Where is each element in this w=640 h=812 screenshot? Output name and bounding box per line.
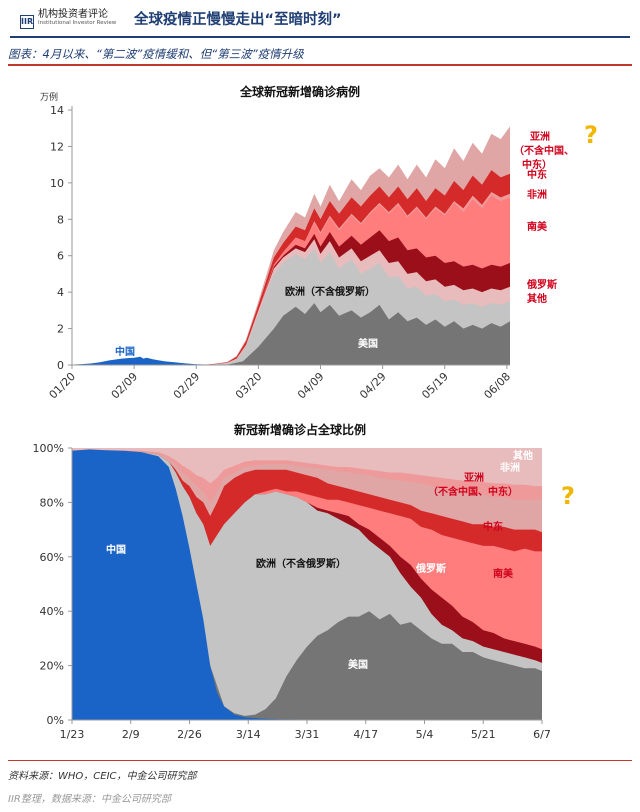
x-tick-label: 03/20	[233, 370, 265, 402]
question-mark-icon: ?	[561, 482, 575, 510]
y-tick-label: 6	[57, 250, 64, 263]
annotation-asia-note: （不含中国、中东）	[428, 485, 518, 498]
annotation-china: 中国	[106, 543, 126, 556]
annotation-russia: 俄罗斯	[526, 278, 557, 291]
x-tick-label: 5/4	[416, 728, 434, 741]
annotation-asia-note: （不含中国、	[514, 144, 574, 157]
annotation-asia: 亚洲	[464, 472, 484, 484]
x-tick-label: 4/17	[353, 728, 378, 741]
logo: IIR 机构投资者评论 Institutional Investor Revie…	[12, 3, 130, 33]
y-tick-label: 14	[50, 104, 64, 117]
annotation-usa: 美国	[348, 658, 368, 671]
x-tick-label: 04/29	[357, 370, 389, 402]
x-tick-label: 1/23	[60, 728, 85, 741]
area-中国	[72, 356, 259, 365]
annotation-europe: 欧洲（不含俄罗斯）	[285, 285, 375, 298]
y-tick-label: 10	[50, 177, 64, 190]
annotation-africa: 非洲	[500, 461, 520, 474]
page-title: 全球疫情正慢慢走出“至暗时刻”	[134, 12, 342, 28]
annotation-china: 中国	[115, 345, 135, 358]
figure-caption: 图表：4月以来、“第二波”疫情缓和、但“第三波”疫情升级	[8, 47, 304, 61]
annotation-other: 其他	[513, 449, 533, 462]
y-tick-label: 0%	[47, 714, 64, 727]
annotation-latam: 南美	[527, 220, 548, 233]
chart-title: 新冠新增确诊占全球比例	[234, 422, 366, 437]
x-tick-label: 5/21	[471, 728, 496, 741]
y-tick-label: 100%	[33, 442, 64, 455]
annotation-other: 其他	[527, 292, 547, 305]
x-tick-label: 02/29	[171, 370, 203, 402]
chart-title: 全球新冠新增确诊病例	[239, 84, 360, 99]
annotation-usa: 美国	[358, 337, 378, 350]
footer-divider	[8, 760, 632, 761]
chart-share-of-global: 新冠新增确诊占全球比例 0% 20% 40% 60% 80% 100% 1/23 2/9 2/26…	[33, 422, 551, 741]
source-credit: IIR整理，数据来源：中金公司研究部	[8, 794, 171, 805]
x-tick-label: 05/19	[419, 370, 451, 402]
y-tick-label: 8	[57, 213, 64, 226]
logo-text: 机构投资者评论	[38, 9, 108, 20]
x-tick-label: 3/31	[295, 728, 320, 741]
x-tick-label: 04/09	[295, 370, 327, 402]
area-美国	[196, 303, 511, 365]
x-tick-label: 02/09	[109, 370, 141, 402]
y-tick-label: 12	[50, 140, 64, 153]
y-tick-label: 40%	[40, 605, 64, 618]
chart-daily-new-cases: 全球新冠新增确诊病例 万例 0 2 4 6 8 10 12 14 01/20 02/09 02/29 03…	[40, 84, 574, 402]
y-tick-label: 80%	[40, 496, 64, 509]
y-tick-label: 2	[57, 323, 64, 336]
annotation-mideast: 中东	[483, 520, 503, 533]
x-tick-label: 6/7	[533, 728, 551, 741]
x-tick-label: 06/08	[481, 370, 513, 402]
annotation-europe: 欧洲（不含俄罗斯）	[256, 557, 346, 570]
y-tick-label: 4	[57, 286, 64, 299]
annotation-africa: 非洲	[527, 188, 547, 201]
page-header: IIR 机构投资者评论 Institutional Investor Revie…	[0, 0, 640, 36]
x-tick-label: 2/9	[122, 728, 140, 741]
annotation-asia-note: 中东）	[522, 158, 552, 171]
logo-subtext: Institutional Investor Review	[38, 20, 117, 26]
question-mark-icon: ?	[584, 121, 598, 149]
caption-divider	[8, 64, 632, 66]
logo-mark: IIR	[20, 15, 34, 29]
annotation-latam: 南美	[493, 567, 514, 580]
area-中国	[72, 449, 542, 720]
x-tick-label: 01/20	[47, 370, 79, 402]
annotation-mideast: 中东	[527, 168, 547, 181]
annotation-russia: 俄罗斯	[415, 562, 446, 575]
header-divider	[10, 36, 630, 38]
y-tick-label: 0	[57, 359, 64, 372]
x-tick-label: 2/26	[177, 728, 202, 741]
y-tick-label: 20%	[40, 660, 64, 673]
x-tick-label: 3/14	[236, 728, 261, 741]
annotation-asia: 亚洲	[530, 131, 550, 143]
y-axis-label: 万例	[40, 91, 58, 103]
source-note: 资料来源：WHO，CEIC，中金公司研究部	[8, 771, 197, 782]
y-tick-label: 60%	[40, 551, 64, 564]
